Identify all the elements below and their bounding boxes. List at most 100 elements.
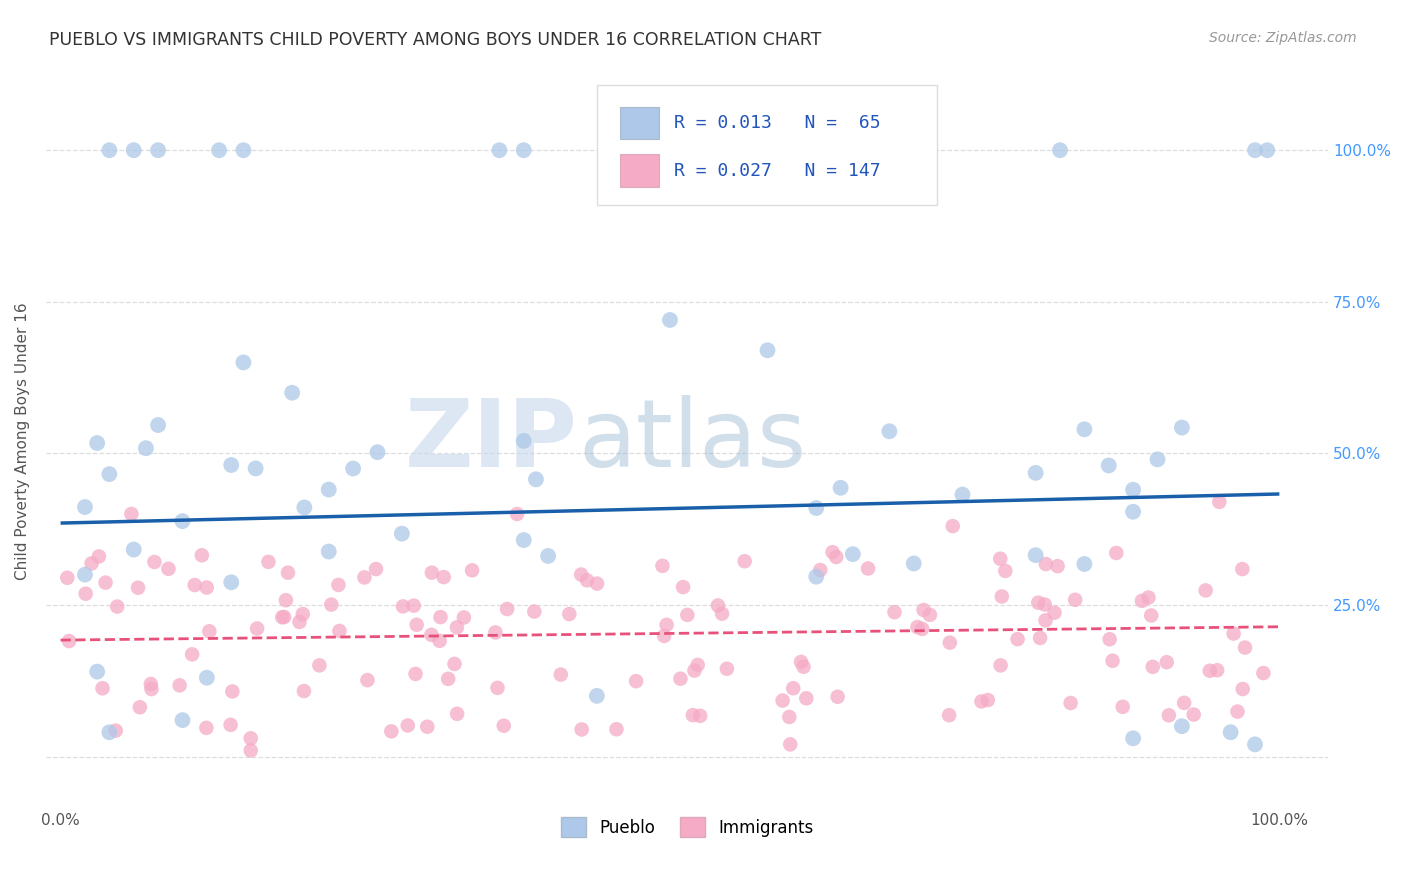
Point <box>219 575 242 590</box>
Point <box>420 566 443 580</box>
Point <box>883 605 905 619</box>
Point <box>353 570 375 584</box>
Point <box>1173 696 1195 710</box>
Point <box>938 708 960 723</box>
Point <box>380 724 402 739</box>
Point <box>827 690 849 704</box>
Point <box>907 620 929 634</box>
Text: PUEBLO VS IMMIGRANTS CHILD POVERTY AMONG BOYS UNDER 16 CORRELATION CHART: PUEBLO VS IMMIGRANTS CHILD POVERTY AMONG… <box>49 31 821 49</box>
Point <box>780 143 803 157</box>
Text: R = 0.013   N =  65: R = 0.013 N = 65 <box>675 114 880 132</box>
Point <box>219 718 242 732</box>
Point <box>734 554 756 568</box>
Point <box>141 682 163 697</box>
Point <box>288 615 311 629</box>
Point <box>98 467 121 482</box>
Point <box>806 569 828 583</box>
Point <box>416 720 439 734</box>
Point <box>652 629 675 643</box>
Point <box>1195 583 1218 598</box>
Point <box>689 708 711 723</box>
Point <box>756 343 779 358</box>
Point <box>1064 592 1087 607</box>
Point <box>172 514 194 528</box>
Point <box>825 549 848 564</box>
Point <box>1098 632 1121 647</box>
Point <box>918 607 941 622</box>
Point <box>446 620 468 634</box>
Point <box>513 143 536 157</box>
Point <box>219 458 242 472</box>
Point <box>952 487 974 501</box>
Point <box>246 622 269 636</box>
Point <box>91 681 114 696</box>
Point <box>157 562 180 576</box>
Point <box>707 599 730 613</box>
Point <box>87 549 110 564</box>
Point <box>75 587 97 601</box>
Point <box>257 555 280 569</box>
Point <box>1171 719 1194 733</box>
Point <box>104 723 127 738</box>
Point <box>128 700 150 714</box>
Point <box>1007 632 1029 646</box>
Point <box>232 143 254 157</box>
Point <box>1112 699 1135 714</box>
Point <box>146 417 169 432</box>
Point <box>1222 626 1244 640</box>
Point <box>523 605 546 619</box>
Point <box>1105 546 1128 560</box>
Point <box>405 666 427 681</box>
Point <box>181 648 204 662</box>
Point <box>682 708 704 723</box>
Point <box>942 519 965 533</box>
Point <box>1206 663 1229 677</box>
Point <box>1046 559 1069 574</box>
Point <box>1232 681 1254 696</box>
Point <box>558 607 581 621</box>
FancyBboxPatch shape <box>598 85 936 205</box>
Point <box>988 551 1011 566</box>
Point <box>1033 598 1056 612</box>
Y-axis label: Child Poverty Among Boys Under 16: Child Poverty Among Boys Under 16 <box>15 302 30 580</box>
Text: R = 0.027   N = 147: R = 0.027 N = 147 <box>675 161 880 179</box>
Point <box>98 143 121 157</box>
Bar <box>620 153 659 186</box>
Point <box>342 461 364 475</box>
Point <box>135 441 157 455</box>
Point <box>1026 596 1049 610</box>
Point <box>1073 422 1095 436</box>
Point <box>1232 562 1254 576</box>
Point <box>172 713 194 727</box>
Point <box>486 681 509 695</box>
Point <box>1098 458 1121 473</box>
Point <box>586 689 609 703</box>
Point <box>817 143 839 157</box>
Point <box>569 567 592 582</box>
Point <box>1182 707 1205 722</box>
Point <box>1049 143 1071 157</box>
Point <box>683 664 706 678</box>
Point <box>513 533 536 547</box>
Point <box>1122 731 1144 746</box>
Point <box>790 655 813 669</box>
Point <box>86 436 108 450</box>
Point <box>321 598 343 612</box>
Point <box>195 581 218 595</box>
Point <box>127 581 149 595</box>
Point <box>1059 696 1081 710</box>
Point <box>605 723 627 737</box>
Point <box>1171 420 1194 434</box>
Point <box>86 665 108 679</box>
Point <box>364 562 387 576</box>
Point <box>56 571 79 585</box>
Point <box>122 542 145 557</box>
Point <box>1156 655 1178 669</box>
Point <box>903 557 925 571</box>
Point <box>98 725 121 739</box>
Point <box>711 607 734 621</box>
Point <box>550 667 572 681</box>
Point <box>1256 143 1278 157</box>
Point <box>537 549 560 563</box>
Point <box>911 622 934 636</box>
